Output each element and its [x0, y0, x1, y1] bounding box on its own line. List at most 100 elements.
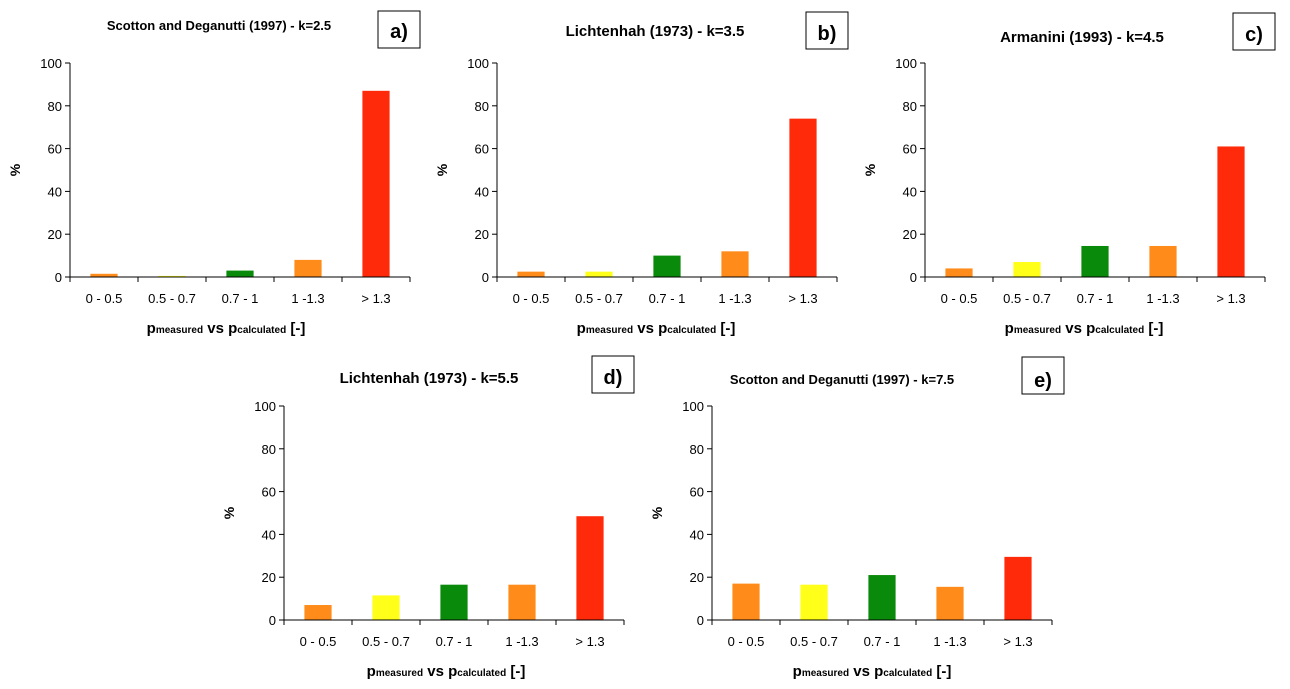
y-tick-label: 0 — [55, 270, 62, 285]
y-tick-label: 20 — [903, 227, 917, 242]
y-axis-label: % — [7, 163, 23, 176]
y-axis-label: % — [221, 506, 237, 519]
panel-label-box — [1232, 12, 1276, 51]
x-tick-label: > 1.3 — [788, 291, 817, 306]
x-tick-label: > 1.3 — [575, 634, 604, 649]
panel-label-box — [377, 10, 421, 49]
x-tick-label: > 1.3 — [1003, 634, 1032, 649]
chart-panel-e: Scotton and Deganutti (1997) - k=7.5 e) 0 2… — [649, 356, 1065, 680]
bar-1 — [732, 583, 760, 620]
bar-4 — [508, 584, 536, 620]
x-tick-label: 0.5 - 0.7 — [575, 291, 623, 306]
bar-4 — [294, 259, 322, 277]
chart-panel-d: Lichtenhah (1973) - k=5.5 d) 0 20 40 60 80 100 0… — [221, 355, 635, 680]
x-tick-label: 0 - 0.5 — [728, 634, 765, 649]
x-tick-label: 0 - 0.5 — [513, 291, 550, 306]
panel-label: d) — [604, 367, 623, 389]
y-tick-label: 40 — [475, 184, 489, 199]
y-tick-label: 0 — [697, 613, 704, 628]
bar-3 — [653, 255, 681, 277]
x-axis-label: pmeasured vs pcalculated [-] — [367, 663, 526, 680]
chart-title: Scotton and Deganutti (1997) - k=2.5 — [107, 18, 331, 33]
bar-4 — [721, 251, 749, 277]
bar-2 — [585, 271, 613, 277]
bar-5 — [576, 516, 604, 620]
bar-5 — [1217, 146, 1245, 277]
bar-4 — [1149, 245, 1177, 277]
chart-title: Lichtenhah (1973) - k=3.5 — [566, 23, 745, 40]
y-axis-label: % — [649, 506, 665, 519]
y-tick-label: 20 — [48, 227, 62, 242]
panel-label: e) — [1034, 370, 1052, 392]
bar-2 — [1013, 262, 1041, 277]
x-tick-label: 1 -1.3 — [1146, 291, 1179, 306]
x-tick-label: 0 - 0.5 — [300, 634, 337, 649]
bar-5 — [1004, 556, 1032, 620]
x-tick-label: 1 -1.3 — [718, 291, 751, 306]
x-axis-label: pmeasured vs pcalculated [-] — [577, 320, 736, 337]
y-tick-label: 80 — [48, 99, 62, 114]
x-tick-label: 0.7 - 1 — [222, 291, 259, 306]
bar-2 — [158, 275, 186, 277]
y-tick-label: 40 — [690, 527, 704, 542]
bar-1 — [945, 268, 973, 277]
y-tick-label: 0 — [910, 270, 917, 285]
x-tick-label: 0 - 0.5 — [86, 291, 123, 306]
x-tick-label: > 1.3 — [361, 291, 390, 306]
x-axis-label: pmeasured vs pcalculated [-] — [147, 320, 306, 337]
x-axis-label: pmeasured vs pcalculated [-] — [1005, 320, 1164, 337]
chart-panel-b: Lichtenhah (1973) - k=3.5 b) 0 20 40 60 80 100 0… — [434, 11, 849, 337]
y-tick-label: 40 — [903, 184, 917, 199]
chart-panel-c: Armanini (1993) - k=4.5 c) 0 20 40 60 80 100 0 -… — [862, 12, 1276, 337]
x-tick-label: 0.7 - 1 — [1077, 291, 1114, 306]
y-tick-label: 100 — [254, 399, 276, 414]
chart-title: Armanini (1993) - k=4.5 — [1000, 29, 1164, 46]
panel-label: a) — [390, 21, 408, 43]
y-axis-label: % — [862, 163, 878, 176]
y-tick-label: 100 — [40, 56, 62, 71]
x-tick-label: 1 -1.3 — [933, 634, 966, 649]
bar-3 — [440, 584, 468, 620]
panel-label-box — [1021, 356, 1065, 395]
y-tick-label: 0 — [269, 613, 276, 628]
y-tick-label: 100 — [895, 56, 917, 71]
chart-panel-a: Scotton and Deganutti (1997) - k=2.5 a) 0 2… — [7, 10, 421, 337]
chart-title: Lichtenhah (1973) - k=5.5 — [340, 370, 519, 387]
x-tick-label: 0.5 - 0.7 — [362, 634, 410, 649]
x-axis-label: pmeasured vs pcalculated [-] — [793, 663, 952, 680]
x-tick-label: 0.5 - 0.7 — [790, 634, 838, 649]
x-tick-label: 1 -1.3 — [291, 291, 324, 306]
y-tick-label: 40 — [48, 184, 62, 199]
x-tick-label: 1 -1.3 — [505, 634, 538, 649]
y-tick-label: 60 — [690, 485, 704, 500]
panel-label: c) — [1245, 24, 1263, 46]
bar-1 — [90, 273, 118, 277]
y-tick-label: 60 — [475, 142, 489, 157]
bar-3 — [1081, 245, 1109, 277]
x-tick-label: 0.7 - 1 — [864, 634, 901, 649]
bar-5 — [362, 90, 390, 277]
bar-2 — [800, 584, 828, 620]
panel-label-box — [805, 11, 849, 50]
bar-5 — [789, 118, 817, 277]
bar-4 — [936, 586, 964, 620]
y-tick-label: 80 — [262, 442, 276, 457]
y-tick-label: 80 — [903, 99, 917, 114]
y-tick-label: 100 — [682, 399, 704, 414]
bar-1 — [304, 605, 332, 620]
y-tick-label: 40 — [262, 527, 276, 542]
bar-3 — [226, 270, 254, 277]
x-tick-label: 0.7 - 1 — [436, 634, 473, 649]
y-tick-label: 80 — [475, 99, 489, 114]
x-tick-label: 0.7 - 1 — [649, 291, 686, 306]
bar-3 — [868, 575, 896, 620]
y-tick-label: 100 — [467, 56, 489, 71]
x-tick-label: 0.5 - 0.7 — [1003, 291, 1051, 306]
y-axis-label: % — [434, 163, 450, 176]
panel-label: b) — [818, 23, 837, 45]
bar-1 — [517, 271, 545, 277]
bar-2 — [372, 595, 400, 620]
y-tick-label: 60 — [48, 142, 62, 157]
y-tick-label: 0 — [482, 270, 489, 285]
